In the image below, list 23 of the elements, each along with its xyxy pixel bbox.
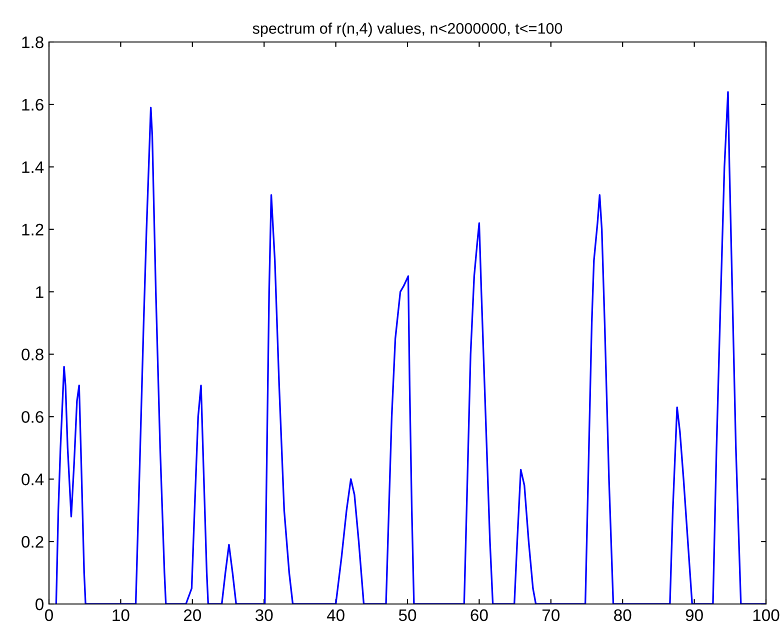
y-tick-label: 0.8 <box>22 348 44 360</box>
x-tick-label: 100 <box>753 609 780 622</box>
x-tick-label: 0 <box>45 609 53 622</box>
y-tick-label: 0 <box>36 598 44 610</box>
x-tick-label: 90 <box>686 609 703 622</box>
y-tick-label: 1.2 <box>22 224 44 236</box>
x-tick-label: 60 <box>470 609 488 622</box>
y-tick-label: 0.6 <box>22 411 44 423</box>
y-tick-label: 0.2 <box>22 536 44 548</box>
y-tick-label: 1 <box>36 286 44 298</box>
x-tick-label: 40 <box>326 609 344 622</box>
y-tick-label: 0.4 <box>22 474 44 486</box>
chart-title: spectrum of r(n,4) values, n<2000000, t<=100 <box>252 22 562 37</box>
x-tick-label: 20 <box>184 609 202 622</box>
x-tick-label: 80 <box>614 609 632 622</box>
line-series <box>55 91 766 604</box>
y-tick-label: 1.6 <box>22 98 44 111</box>
x-tick-label: 70 <box>542 609 560 622</box>
y-tick-label: 1.4 <box>22 161 44 173</box>
x-tick-label: 10 <box>112 609 130 622</box>
x-tick-label: 50 <box>398 609 416 622</box>
x-tick-label: 30 <box>255 609 273 622</box>
y-tick-label: 1.8 <box>22 36 44 48</box>
